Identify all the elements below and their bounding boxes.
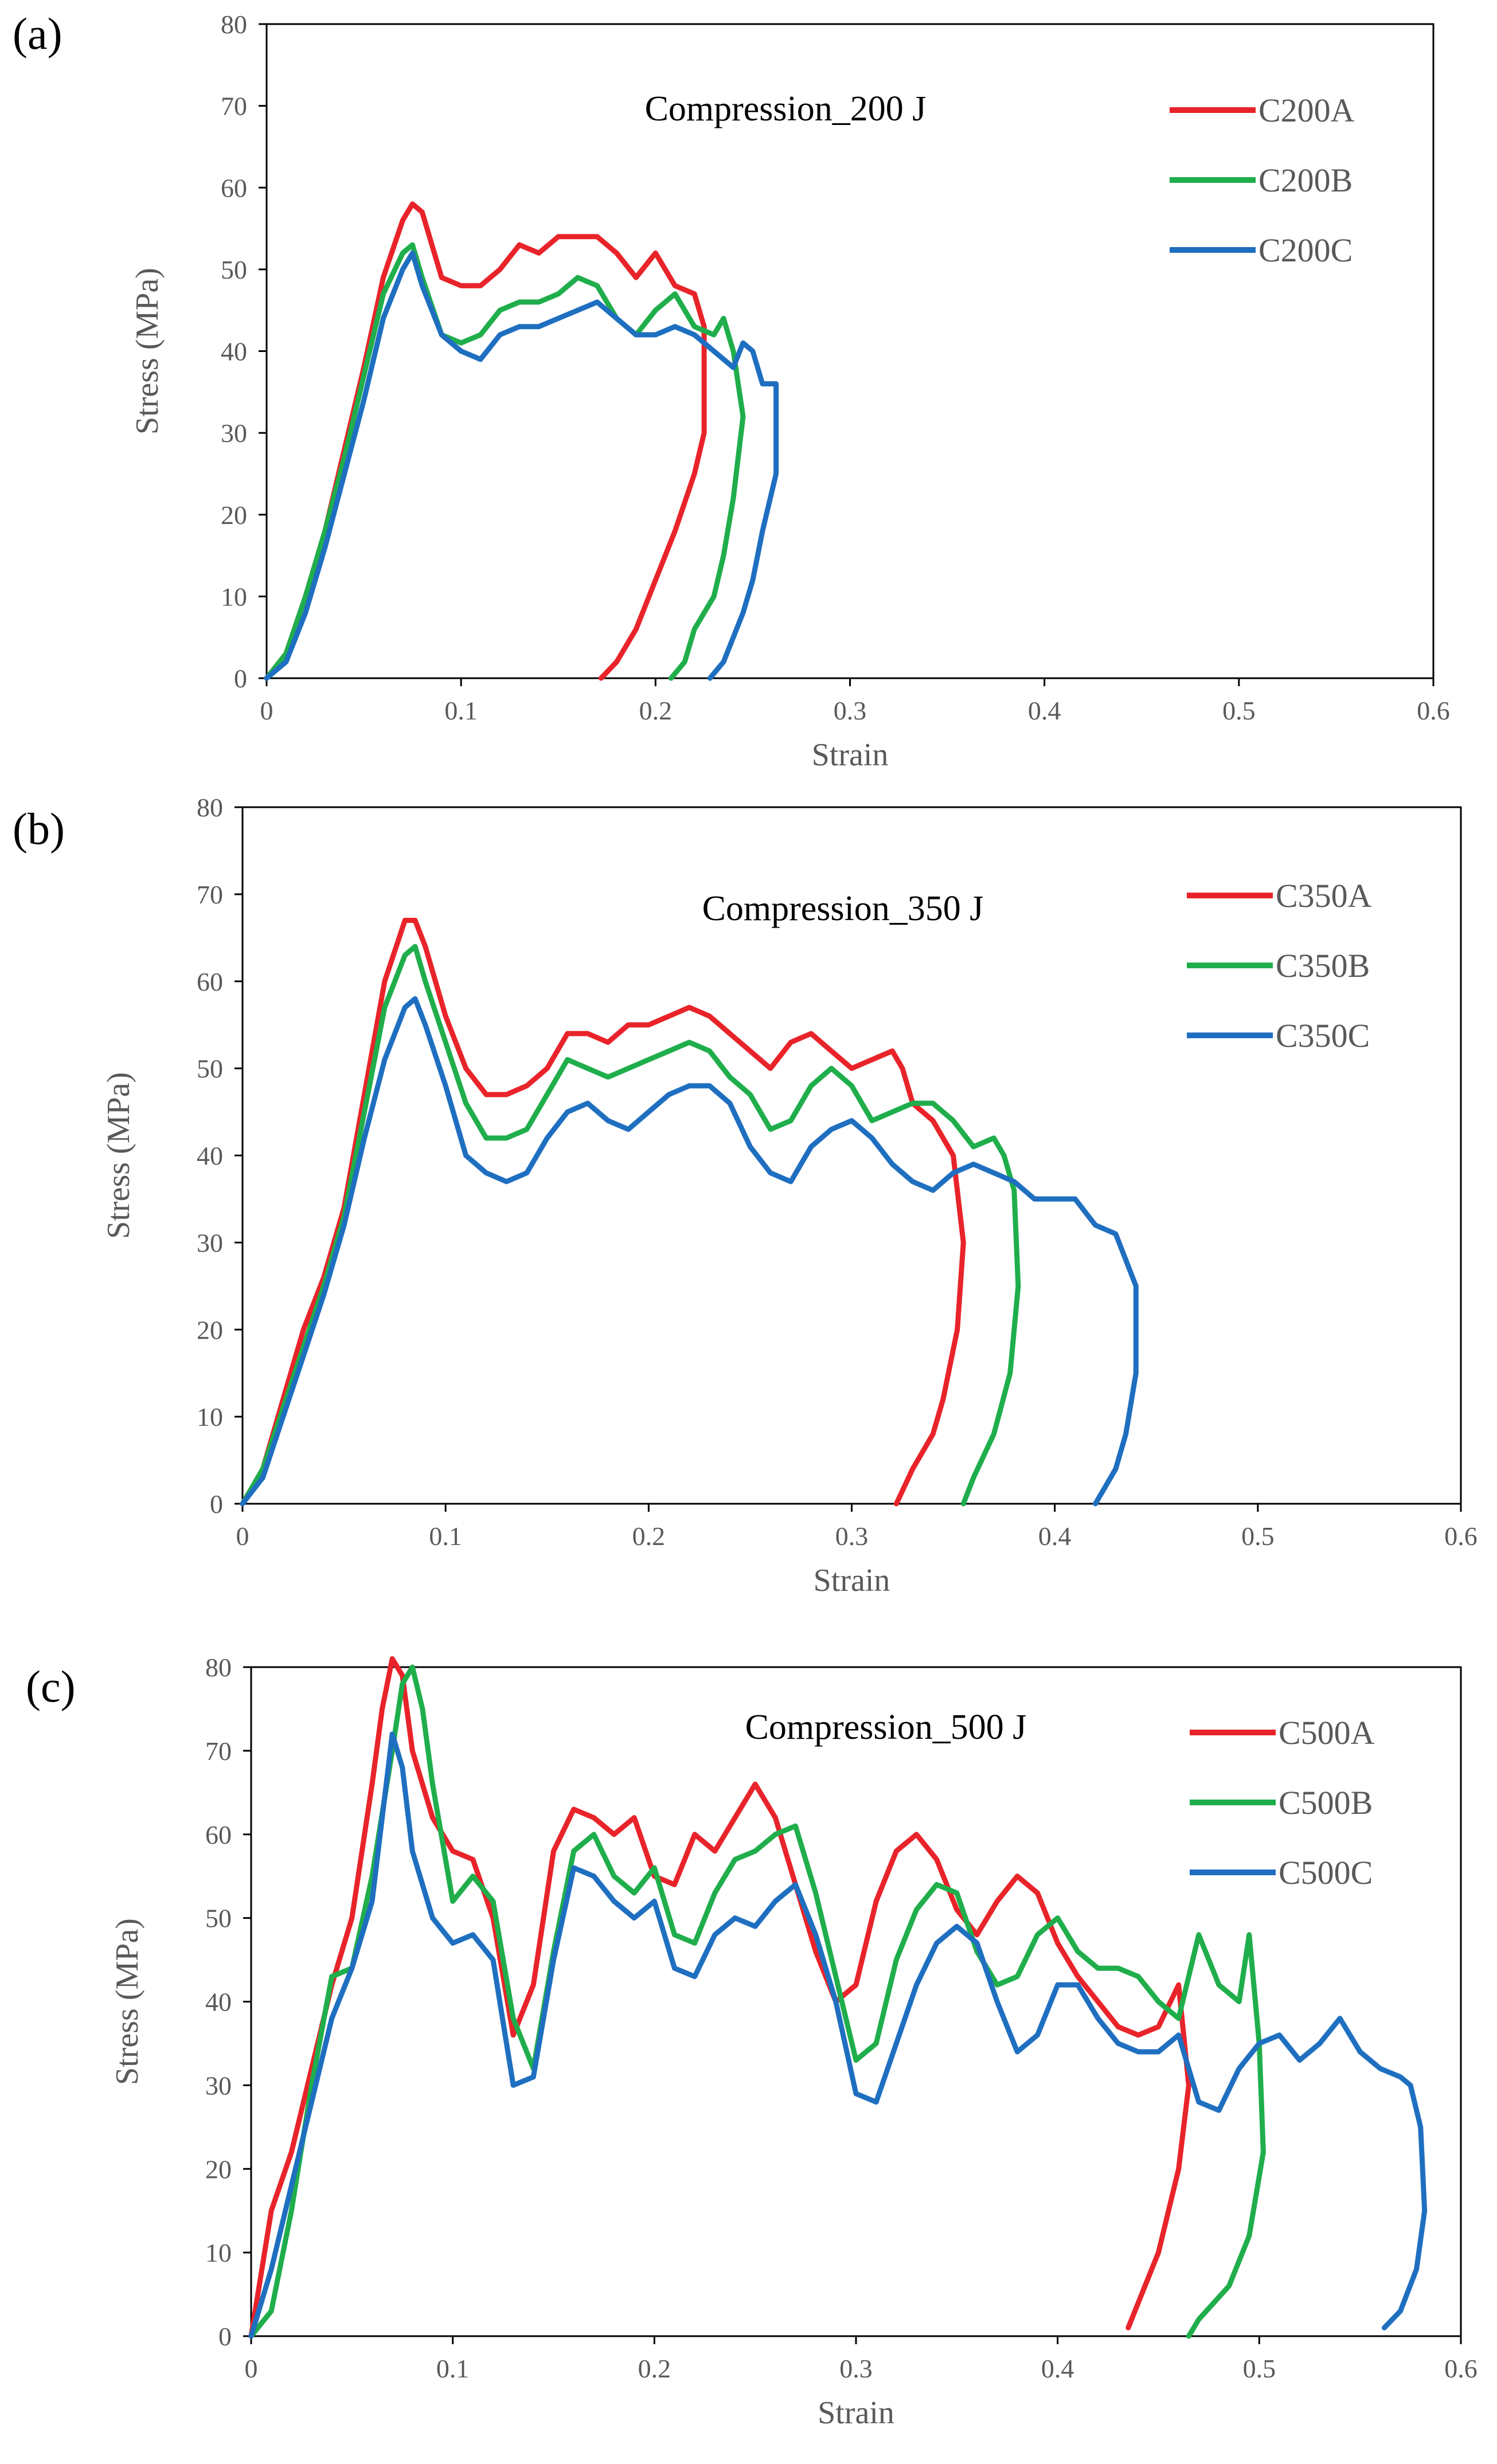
y-tick-label: 0 (210, 1489, 223, 1519)
x-tick-label: 0 (260, 696, 273, 725)
series-line-c350a (240, 917, 966, 1507)
x-tick-label: 0.4 (1038, 1522, 1072, 1551)
x-tick-label: 0.3 (839, 2354, 873, 2383)
y-tick-label: 0 (234, 664, 247, 693)
x-tick-label: 0.1 (444, 696, 478, 725)
legend-label: C350A (1276, 877, 1372, 914)
x-tick-label: 0.4 (1041, 2354, 1074, 2383)
series-line-c350c (240, 996, 1139, 1507)
y-tick-label: 40 (205, 1988, 232, 2017)
y-axis-label: Stress (MPa) (101, 1072, 136, 1239)
y-tick-label: 80 (221, 10, 247, 39)
legend-label: C500A (1279, 1714, 1375, 1751)
series-line-c200c (264, 250, 779, 681)
legend-label: C500C (1279, 1854, 1373, 1891)
x-tick-label: 0.2 (632, 1522, 666, 1551)
legend-label: C200A (1258, 92, 1355, 129)
x-tick-label: 0.3 (835, 1522, 869, 1551)
legend-label: C350C (1276, 1017, 1370, 1054)
y-tick-label: 70 (205, 1736, 232, 1766)
x-tick-label: 0.5 (1243, 2354, 1276, 2383)
x-tick-label: 0.6 (1444, 2354, 1478, 2383)
x-tick-label: 0.2 (638, 2354, 671, 2383)
y-tick-label: 30 (197, 1228, 223, 1257)
y-tick-label: 70 (221, 92, 247, 121)
y-tick-label: 60 (205, 1820, 232, 1849)
y-tick-label: 20 (205, 2154, 232, 2184)
y-axis-label: Stress (MPa) (110, 1918, 145, 2085)
x-tick-label: 0 (236, 1522, 249, 1551)
y-tick-label: 80 (205, 1653, 232, 1682)
x-tick-label: 0.1 (436, 2354, 470, 2383)
x-tick-label: 0.5 (1241, 1522, 1275, 1551)
series-line-c500c (248, 1731, 1428, 2339)
panel-label: (b) (13, 804, 65, 854)
legend-label: C200B (1258, 162, 1353, 199)
x-tick-label: 0 (245, 2354, 258, 2383)
y-tick-label: 50 (205, 1904, 232, 1933)
chart-title: Compression_200 J (645, 89, 927, 128)
chart-title: Compression_500 J (745, 1708, 1027, 1747)
chart-title: Compression_350 J (702, 889, 984, 928)
x-tick-label: 0.5 (1222, 696, 1256, 725)
legend-label: C200C (1258, 232, 1353, 269)
x-tick-label: 0.3 (834, 696, 867, 725)
series-line-c500b (248, 1664, 1266, 2339)
series-line-c200a (264, 201, 707, 681)
legend-label: C350B (1276, 947, 1370, 984)
x-axis-label: Strain (814, 1563, 890, 1598)
x-tick-label: 0.2 (639, 696, 673, 725)
y-tick-label: 20 (221, 500, 247, 530)
y-tick-label: 0 (218, 2322, 232, 2351)
y-tick-label: 10 (221, 582, 247, 611)
x-tick-label: 0.6 (1417, 696, 1450, 725)
series-line-c500a (248, 1656, 1191, 2339)
series-line-c200b (264, 242, 746, 681)
panel-label: (c) (26, 1661, 76, 1711)
x-axis-label: Strain (812, 737, 889, 773)
y-tick-label: 60 (197, 967, 223, 996)
x-tick-label: 0.1 (429, 1522, 462, 1551)
y-tick-label: 30 (221, 419, 247, 448)
y-tick-label: 70 (197, 880, 223, 909)
y-tick-label: 10 (197, 1402, 223, 1432)
y-tick-label: 40 (221, 337, 247, 366)
y-tick-label: 10 (205, 2238, 232, 2267)
y-tick-label: 40 (197, 1141, 223, 1171)
y-tick-label: 60 (221, 173, 247, 202)
y-tick-label: 80 (197, 793, 223, 822)
series-line-c350b (240, 944, 1021, 1507)
y-tick-label: 50 (197, 1054, 223, 1084)
panel-label: (a) (13, 9, 62, 58)
x-tick-label: 0.4 (1028, 696, 1061, 725)
legend-label: C500B (1279, 1784, 1373, 1821)
y-axis-label: Stress (MPa) (130, 268, 165, 435)
y-tick-label: 50 (221, 255, 247, 284)
x-axis-label: Strain (818, 2395, 894, 2431)
x-tick-label: 0.6 (1444, 1522, 1478, 1551)
y-tick-label: 20 (197, 1315, 223, 1344)
y-tick-label: 30 (205, 2071, 232, 2100)
